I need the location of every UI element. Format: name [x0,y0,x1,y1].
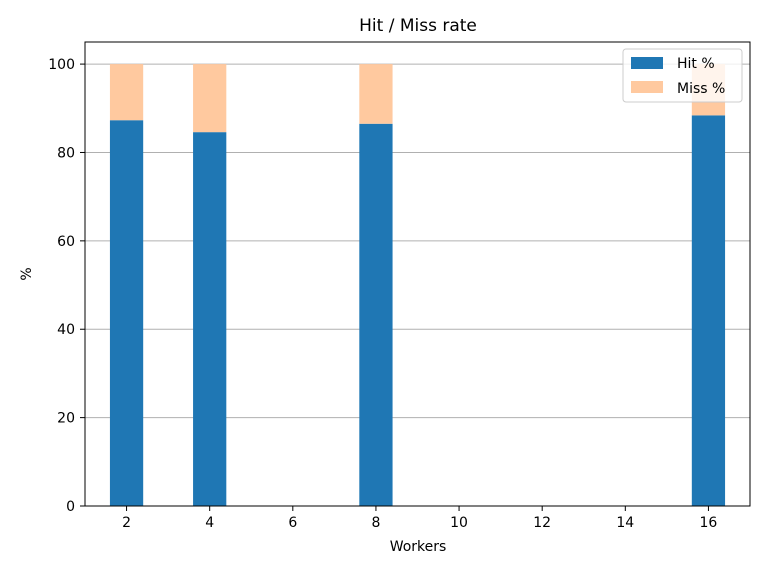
y-tick-label: 100 [48,57,75,73]
x-tick-label: 14 [616,515,634,531]
bar-hit [109,120,144,507]
legend-label-miss: Miss % [677,81,725,97]
chart-title: Hit / Miss rate [359,16,477,36]
bar-hit [359,123,393,506]
x-tick-label: 4 [205,515,214,531]
x-tick-label: 10 [450,515,468,531]
axis-ticks: 0 20 40 60 80 100 2 4 6 8 10 12 14 16 [48,57,717,531]
y-tick-label: 20 [57,411,75,427]
legend-label-hit: Hit % [677,56,715,72]
x-axis-label: Workers [390,539,447,555]
y-tick-label: 40 [57,322,75,338]
x-tick-label: 12 [533,515,551,531]
legend-swatch-miss [631,81,663,93]
bar-miss [193,64,227,133]
bar-miss [359,64,393,124]
legend: Hit % Miss % [622,48,743,103]
y-tick-label: 60 [57,234,75,250]
x-tick-label: 8 [371,515,380,531]
x-tick-label: 6 [288,515,297,531]
bar-hit [193,132,227,507]
bars [109,64,726,507]
y-tick-label: 80 [57,145,75,161]
x-tick-label: 16 [700,515,718,531]
bar-miss [109,64,144,121]
plot-frame [84,41,751,507]
bar-hit [691,115,726,506]
x-tick-label: 2 [122,515,131,531]
y-tick-label: 0 [66,499,75,515]
y-axis-label: % [19,267,35,280]
legend-swatch-hit [631,57,663,69]
